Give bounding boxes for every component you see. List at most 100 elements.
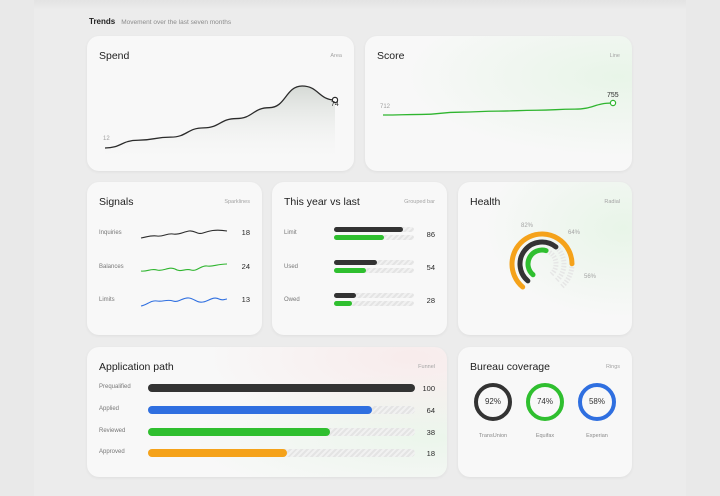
signals-chart-type: Sparklines [224,199,250,205]
balances-sparkline [140,263,228,272]
section-header: Trends Movement over the last seven mont… [89,17,231,31]
equifax-percent: 74% [536,397,553,406]
yoy-limit-this-year-track [334,227,414,232]
top-bar [34,0,686,10]
health-card[interactable]: Health Radial 82% 64% 56% [458,182,632,335]
yoy-limit-last-year-bar [334,235,384,240]
yoy-limit-this-year-bar [334,227,403,232]
funnel-value-applied: 64 [426,406,435,415]
signals-title: Signals [99,196,134,208]
limits-sparkline [140,297,228,307]
funnel-reviewed-bar [148,428,330,436]
yoy-title: This year vs last [284,196,360,208]
signals-label-inquiries: Inquiries [99,230,122,236]
spend-start-label: 12 [103,136,110,142]
inquiries-sparkline [140,229,228,239]
score-line-chart: 712 755 [380,92,619,116]
health-ring-outer [509,231,575,290]
health-label-outer: 82% [521,223,534,229]
signals-label-balances: Balances [99,264,124,270]
yoy-used-last-year-track [334,268,414,273]
yoy-used-this-year-track [334,260,414,265]
yoy-owed-last-year-track [334,301,414,306]
experian-ring: 58% [577,382,617,422]
funnel-applied-bar [148,406,373,414]
spend-line [104,85,336,149]
funnel-prequalified-bar [148,384,415,392]
equifax-ring: 74% [525,382,565,422]
signals-value-balances: 24 [241,262,250,271]
funnel-reviewed-track [148,428,415,436]
yoy-card[interactable]: This year vs last Grouped bar Limit 86 U… [272,182,447,335]
yoy-limit-last-year-track [334,235,414,240]
score-title: Score [377,50,405,62]
yoy-value-used: 54 [426,263,435,272]
score-end-marker [609,99,617,107]
health-chart-type: Radial [604,199,620,205]
equifax-ring-circle [526,383,564,421]
transunion-ring: 92% [473,382,513,422]
spend-chart-type: Area [330,53,342,59]
yoy-used-last-year-bar [334,268,366,273]
health-ring-inner [525,247,549,278]
funnel-chart-type: Funnel [418,364,435,370]
spend-area-chart: 12 74 [103,85,339,164]
bureau-title: Bureau coverage [470,361,550,373]
yoy-label-owed: Owed [284,297,300,303]
funnel-prequalified-track [148,384,415,392]
funnel-value-prequalified: 100 [422,384,435,393]
score-start-label: 712 [380,104,391,110]
yoy-owed-last-year-bar [334,301,352,306]
signals-label-limits: Limits [99,297,115,303]
yoy-used-this-year-bar [334,260,378,265]
balances-spark-path [140,263,228,272]
experian-percent: 58% [588,397,605,406]
spend-title: Spend [99,50,130,62]
signals-card[interactable]: Signals Sparklines Inquiries 18 Balances… [87,182,262,335]
spend-card[interactable]: Spend Area 12 74 [87,36,354,171]
health-ring-middle [517,239,559,284]
funnel-applied-track [148,406,415,414]
yoy-owed-this-year-bar [334,293,357,298]
health-radial-chart: 82% 64% 56% [509,223,597,290]
funnel-label-approved: Approved [99,449,125,455]
health-label-middle: 64% [568,230,581,236]
yoy-label-limit: Limit [284,230,297,236]
funnel-approved-bar [148,449,287,457]
experian-ring-circle [578,383,616,421]
funnel-approved-track [148,449,415,457]
spend-area-fill [105,86,335,164]
bureau-chart-type: Rings [605,364,620,370]
score-end-label: 755 [607,92,619,99]
equifax-label: Equifax [535,433,555,439]
limits-spark-path [140,297,228,307]
signals-value-inquiries: 18 [241,228,250,237]
experian-label: Experian [586,433,608,439]
bureau-card[interactable]: Bureau coverage Rings 92% TransUnion 74%… [458,347,632,477]
yoy-owed-this-year-track [334,293,414,298]
funnel-label-prequalified: Prequalified [99,384,131,390]
transunion-percent: 92% [484,397,501,406]
funnel-card[interactable]: Application path Funnel Prequalified 100… [87,347,447,477]
spend-end-label: 74 [331,101,339,108]
transunion-label: TransUnion [478,433,508,439]
funnel-value-reviewed: 38 [426,428,435,437]
score-line [382,102,614,116]
score-card[interactable]: Score Line 712 755 [365,36,632,171]
yoy-chart-type: Grouped bar [404,199,435,205]
section-subtitle: Movement over the last seven months [121,19,232,26]
health-label-inner: 56% [584,274,597,280]
transunion-ring-circle [474,383,512,421]
inquiries-spark-path [140,229,228,239]
funnel-label-applied: Applied [99,406,120,412]
yoy-label-used: Used [284,264,299,270]
health-title: Health [470,196,501,208]
section-title: Trends [89,17,116,26]
funnel-value-approved: 18 [426,449,435,458]
yoy-value-owed: 28 [426,296,435,305]
score-chart-type: Line [609,53,620,59]
funnel-title: Application path [99,361,174,373]
funnel-label-reviewed: Reviewed [99,428,126,434]
signals-value-limits: 13 [241,295,250,304]
spend-end-marker [331,96,339,104]
